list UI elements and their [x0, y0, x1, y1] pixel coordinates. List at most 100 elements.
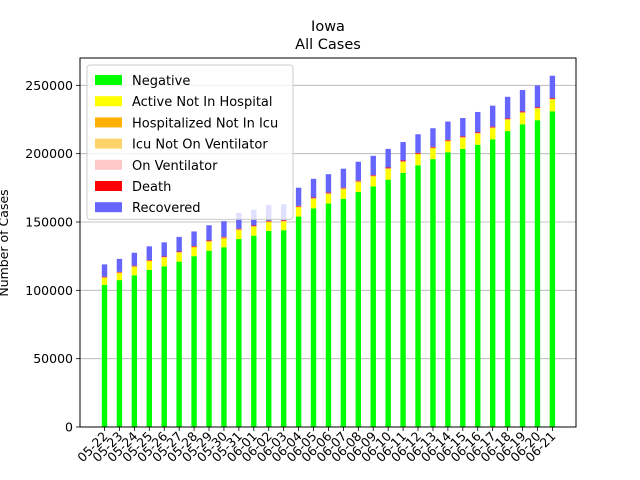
bar-segment — [355, 182, 362, 192]
bar-segment — [355, 191, 362, 427]
bar-segment — [221, 238, 227, 248]
bar-segment — [116, 280, 123, 427]
bar-segment — [504, 119, 511, 132]
bar-segment — [370, 155, 376, 176]
bar-segment — [221, 221, 227, 237]
bar-segment — [161, 256, 167, 257]
y-axis: 0 50000 100000 150000 200000 250000 — [25, 78, 80, 435]
bar-segment — [415, 154, 421, 166]
bar-segment — [385, 168, 391, 170]
bar-segment — [325, 203, 332, 427]
y-tick-label: 50000 — [33, 351, 73, 366]
bar-segment — [445, 121, 451, 140]
bar-segment — [445, 139, 451, 141]
bar-segment — [400, 172, 406, 427]
bar-segment — [549, 98, 556, 99]
bar-segment — [475, 111, 481, 133]
chart-title: Iowa — [311, 19, 345, 35]
bar-segment — [266, 230, 272, 427]
bar-segment — [355, 180, 362, 182]
bar-segment — [131, 266, 138, 268]
bar-segment — [236, 229, 242, 231]
bar-segment — [415, 152, 421, 154]
bar-segment — [325, 194, 332, 204]
bar-segment — [310, 198, 317, 209]
bar-segment — [355, 181, 362, 183]
legend-label: Negative — [132, 74, 190, 89]
bar-segment — [430, 128, 436, 147]
chart-subtitle: All Cases — [295, 37, 361, 53]
bar-segment — [430, 146, 436, 148]
bar-segment — [370, 186, 376, 427]
bar-segment — [400, 142, 406, 161]
bar-segment — [131, 267, 138, 276]
plot-frame — [79, 57, 577, 428]
bar-segment — [295, 216, 302, 427]
bar-segment — [504, 96, 511, 119]
bar-segment — [370, 176, 376, 177]
bar-segment — [340, 187, 347, 189]
bar-segment — [340, 168, 347, 188]
y-tick-label: 100000 — [25, 283, 73, 298]
bar-segment — [176, 236, 182, 252]
bar-segment — [489, 128, 496, 140]
bar-segment — [445, 140, 451, 142]
bar-segment — [266, 221, 272, 223]
bar-segment — [146, 261, 152, 270]
bar-segment — [146, 246, 152, 260]
bar-segment — [191, 246, 197, 247]
bar-segment — [101, 276, 108, 278]
bar-segment — [206, 241, 212, 251]
bar-segment — [310, 208, 317, 427]
bar-segment — [176, 252, 182, 262]
bar-segment — [325, 174, 332, 193]
bar-segment — [131, 275, 138, 427]
bar-segment — [400, 161, 406, 163]
legend-box — [86, 64, 294, 220]
bar-segment — [116, 258, 123, 272]
bar-segment — [116, 273, 123, 281]
bar-segment — [101, 284, 108, 427]
legend-swatch — [95, 75, 122, 85]
y-tick-label: 200000 — [25, 146, 73, 161]
bar-segment — [489, 126, 496, 128]
bar-segment — [325, 193, 332, 195]
bar-segment — [460, 137, 466, 138]
bar-segment — [415, 153, 421, 155]
bar-segment — [295, 187, 302, 206]
bars — [101, 75, 556, 428]
bar-segment — [101, 278, 108, 285]
bar-segment — [504, 119, 511, 120]
bar-segment — [519, 113, 526, 125]
legend-swatch — [95, 159, 122, 170]
bar-segment — [161, 257, 167, 258]
bar-segment — [430, 147, 436, 149]
bar-segment — [400, 162, 406, 173]
bar-segment — [146, 259, 152, 261]
bar-segment — [534, 120, 541, 427]
bar-segment — [534, 108, 541, 121]
y-tick-label: 0 — [65, 420, 73, 435]
legend: Negative Active Not In Hospital Hospitaliz… — [86, 64, 294, 220]
x-axis: 05-2205-2305-2405-2505-2605-2705-2805-29… — [74, 427, 559, 465]
bar-segment — [460, 117, 466, 137]
bar-segment — [340, 188, 347, 190]
bar-segment — [549, 111, 556, 428]
bar-segment — [355, 161, 362, 181]
bar-segment — [161, 266, 167, 427]
legend-swatch — [95, 181, 122, 191]
bar-segment — [206, 225, 212, 241]
bar-segment — [340, 189, 347, 199]
bar-segment — [191, 247, 197, 248]
legend-label: Hospitalized Not In Icu — [132, 116, 278, 131]
bar-segment — [445, 141, 451, 153]
bar-segment — [549, 99, 556, 112]
bar-segment — [116, 271, 123, 273]
bar-segment — [280, 220, 287, 221]
bar-segment — [146, 260, 152, 262]
bar-segment — [504, 118, 511, 120]
bar-segment — [131, 252, 138, 266]
bar-segment — [206, 250, 212, 427]
bar-segment — [221, 237, 227, 239]
legend-swatch — [95, 117, 122, 128]
